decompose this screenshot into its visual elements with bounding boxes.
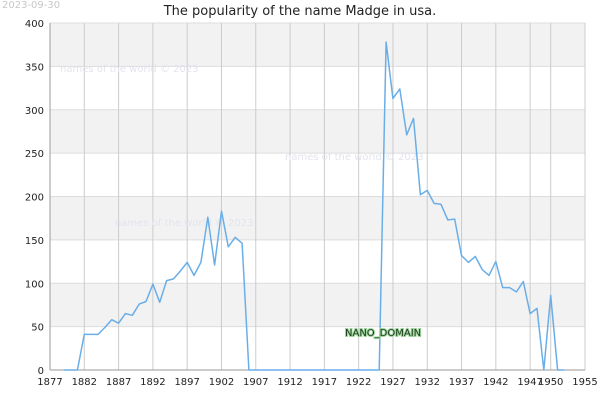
x-axis-ticks: 1877 1882 1887 1892 1897 1902 1907 1912 1917 1922…: [37, 377, 597, 388]
y-tick-label: 200: [25, 193, 44, 204]
chart-title: The popularity of the name Madge in usa.: [163, 4, 437, 19]
y-tick-label: 0: [38, 366, 44, 377]
x-tick-label: 1882: [72, 377, 97, 388]
x-tick-label: 1922: [346, 377, 371, 388]
x-tick-label: 1902: [209, 377, 234, 388]
x-tick-label: 1892: [140, 377, 165, 388]
y-tick-label: 250: [25, 149, 44, 160]
watermarks: names of the world © 2023 names of the w…: [60, 64, 424, 229]
watermark-text: names of the world © 2023: [115, 218, 254, 229]
x-tick-label: 1942: [483, 377, 508, 388]
y-axis-ticks: 0 50 100 150 200 250 300 350 400: [25, 19, 44, 377]
x-tick-label: 1877: [37, 377, 62, 388]
y-tick-label: 350: [25, 62, 44, 73]
plot-band: [50, 109, 585, 154]
watermark-text: names of the world © 2023: [285, 152, 424, 163]
y-tick-label: 50: [31, 323, 44, 334]
x-tick-label: 1927: [380, 377, 405, 388]
y-tick-label: 400: [25, 19, 44, 30]
x-tick-label: 1950: [538, 377, 563, 388]
x-tick-label: 1907: [243, 377, 268, 388]
series-line: [63, 41, 565, 371]
x-tick-label: 1932: [415, 377, 440, 388]
y-tick-label: 150: [25, 236, 44, 247]
x-tick-label: 1955: [572, 377, 597, 388]
watermark-text: names of the world © 2023: [60, 64, 199, 75]
x-tick-label: 1917: [312, 377, 337, 388]
x-tick-label: 1887: [106, 377, 131, 388]
y-tick-label: 100: [25, 279, 44, 290]
x-tick-label: 1947: [517, 377, 542, 388]
x-tick-label: 1897: [174, 377, 199, 388]
nano-domain-badge: NANO_DOMAIN: [345, 328, 421, 339]
plot-band: [50, 283, 585, 327]
x-tick-label: 1912: [277, 377, 302, 388]
plot-band: [50, 23, 585, 67]
x-tick-label: 1937: [449, 377, 474, 388]
date-stamp: 2023-09-30: [2, 0, 60, 11]
y-tick-label: 300: [25, 106, 44, 117]
series-layer: [63, 41, 565, 371]
